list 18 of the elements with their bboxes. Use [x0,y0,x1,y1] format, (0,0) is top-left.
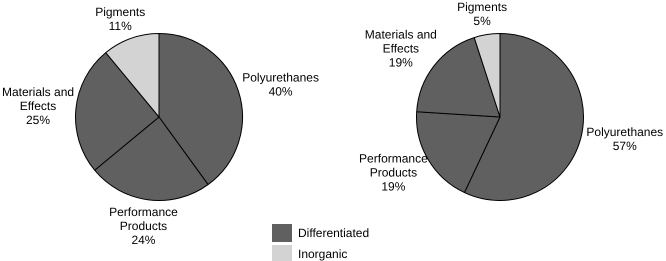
data-label: 24% [131,232,156,247]
text: Inorganic [298,246,348,260]
data-label: 40% [268,84,293,98]
data-label: 57% [612,138,638,153]
data-label: 19% [381,180,406,194]
slice-label: Performance Products [359,152,428,180]
data-label: 11% [108,18,132,33]
slice-label: Polyurethanes [586,124,664,139]
data-label: 19% [388,56,414,70]
data-label: 5% [473,14,492,28]
slice-label: Pigments [457,0,508,14]
slice-label: Pigments [95,4,146,19]
slice-label: Performance Products [109,204,178,233]
slice-label: Polyurethanes [242,70,319,84]
text: Differentiated [298,226,370,240]
data-label: 25% [26,112,50,127]
slice-label: Materials and Effects [2,84,74,113]
slice-label: Materials and Effects [364,28,437,56]
